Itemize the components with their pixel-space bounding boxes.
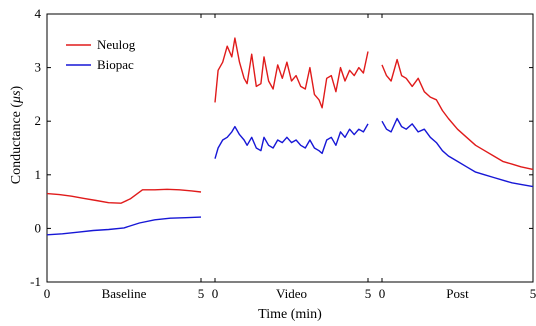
- y-tick-label: -1: [30, 274, 41, 289]
- series-neulog-video: [214, 37, 369, 109]
- y-axis-title: Conductance (μs): [9, 85, 24, 184]
- x-tick-label: 5: [365, 286, 372, 301]
- segment-label-post: Post: [446, 286, 469, 301]
- y-axis-title-unit: μs: [9, 90, 24, 104]
- y-tick-label: 4: [35, 6, 42, 21]
- x-tick-label: 5: [530, 286, 536, 301]
- y-tick-label: 2: [35, 113, 42, 128]
- chart-legend: Neulog Biopac: [66, 37, 136, 72]
- chart-series: [46, 37, 534, 236]
- series-neulog-baseline: [46, 188, 202, 204]
- x-tick-label: 0: [379, 286, 386, 301]
- y-tick-label: 0: [35, 220, 42, 235]
- segment-label-video: Video: [276, 286, 307, 301]
- y-axis-title-prefix: Conductance (: [9, 103, 24, 185]
- series-neulog-post: [381, 58, 534, 171]
- legend-label-neulog: Neulog: [97, 37, 136, 52]
- x-tick-label: 0: [212, 286, 219, 301]
- y-tick-label: 1: [35, 167, 42, 182]
- series-biopac-baseline: [46, 216, 202, 236]
- segment-label-baseline: Baseline: [102, 286, 147, 301]
- x-tick-label: 5: [198, 286, 205, 301]
- legend-label-biopac: Biopac: [97, 57, 134, 72]
- x-axis-title: Time (min): [258, 307, 322, 322]
- y-axis-title-suffix: ): [9, 85, 24, 90]
- series-biopac-post: [381, 117, 534, 188]
- x-tick-label: 0: [44, 286, 51, 301]
- y-tick-label: 3: [35, 60, 42, 75]
- plot-frame: [46, 13, 534, 283]
- series-biopac-video: [214, 123, 369, 159]
